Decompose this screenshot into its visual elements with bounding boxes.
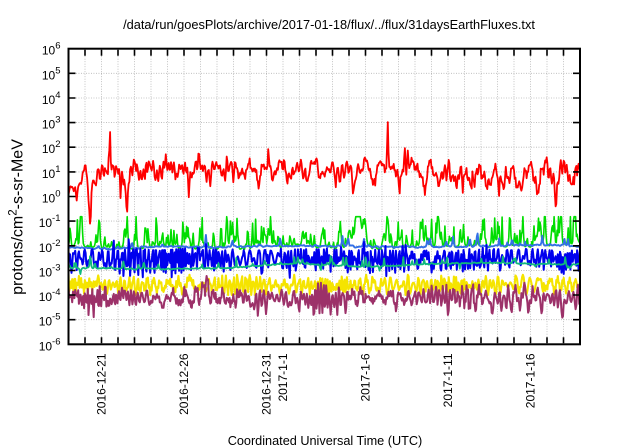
svg-text:2016-12-31: 2016-12-31 — [260, 353, 274, 415]
svg-text:protons/cm2-s-sr-MeV: protons/cm2-s-sr-MeV — [8, 139, 27, 295]
svg-text:2016-12-26: 2016-12-26 — [177, 353, 191, 415]
svg-text:/data/run/goesPlots/archive/20: /data/run/goesPlots/archive/2017-01-18/f… — [123, 17, 535, 32]
svg-text:Coordinated Universal Time (UT: Coordinated Universal Time (UTC) — [228, 434, 423, 448]
svg-text:2017-1-11: 2017-1-11 — [441, 353, 455, 407]
svg-text:2017-1-6: 2017-1-6 — [359, 353, 373, 401]
svg-text:2017-1-1: 2017-1-1 — [276, 353, 290, 401]
svg-text:2016-12-21: 2016-12-21 — [95, 353, 109, 415]
svg-text:2017-1-16: 2017-1-16 — [524, 353, 538, 408]
